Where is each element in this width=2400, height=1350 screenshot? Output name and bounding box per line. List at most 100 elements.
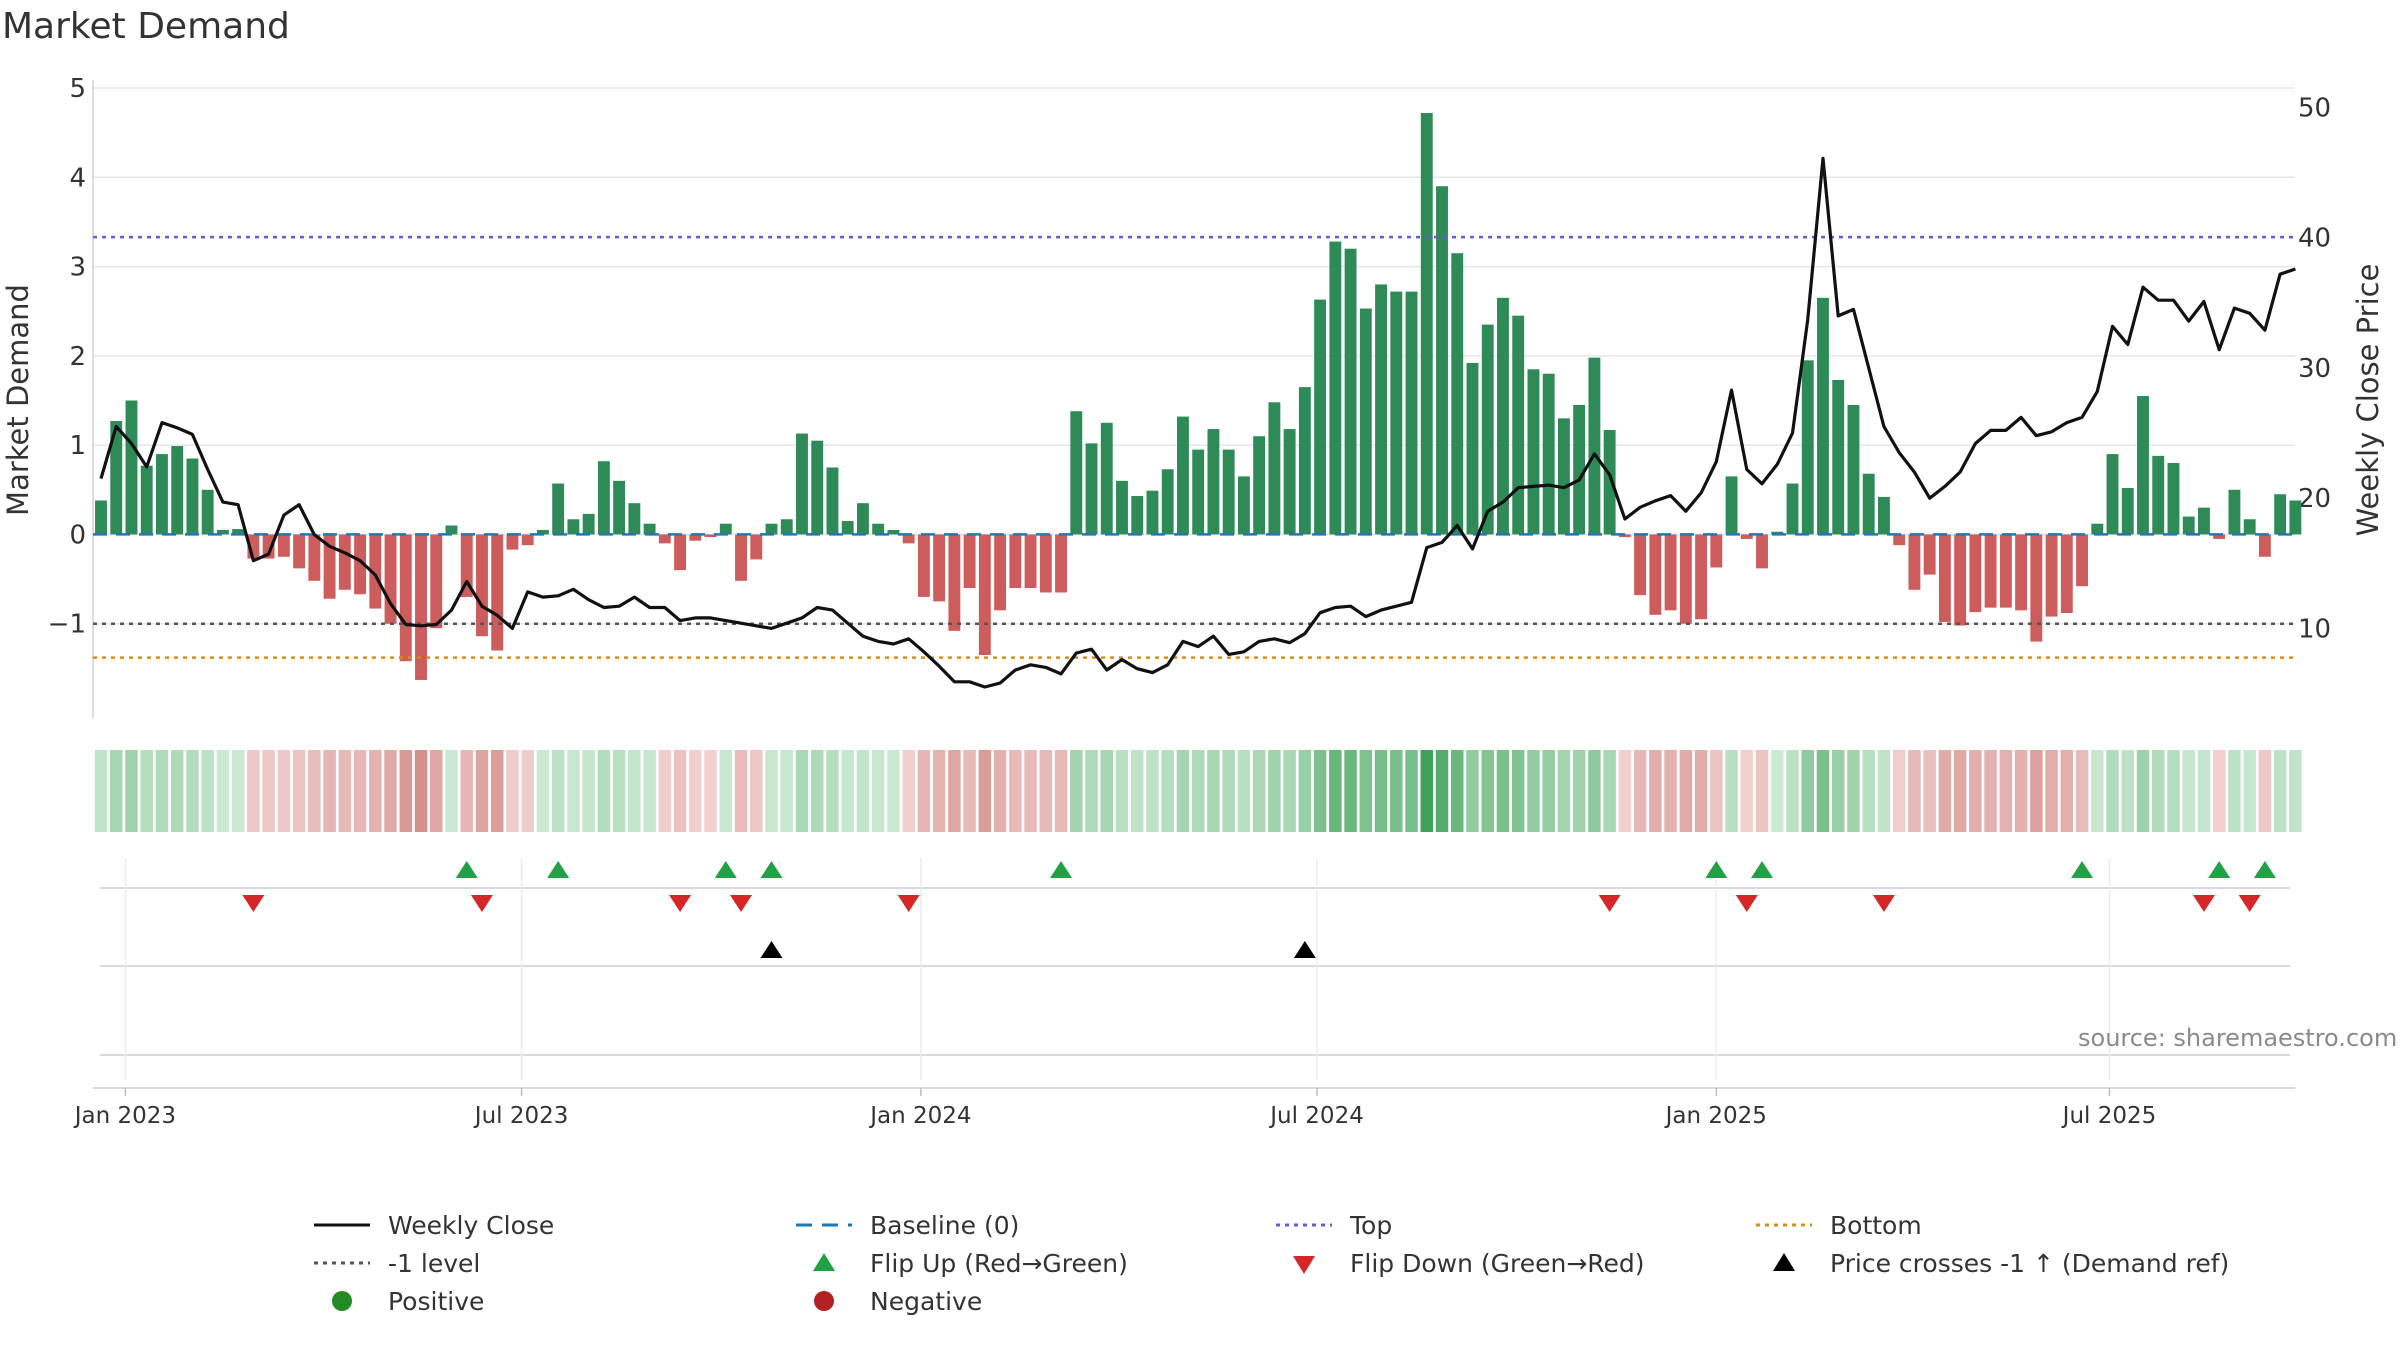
demand-bar	[750, 534, 763, 560]
heat-strip-cell	[765, 750, 778, 832]
heat-strip-cell	[841, 750, 854, 832]
heat-strip-cell	[1146, 750, 1159, 832]
demand-bar	[1070, 411, 1083, 535]
demand-bar	[2228, 489, 2241, 535]
demand-bar	[1268, 402, 1281, 535]
demand-bar	[1390, 291, 1403, 535]
legend-item-price-cross: Price crosses -1 ↑ (Demand ref)	[1752, 1248, 2229, 1278]
flip-down-marker	[730, 895, 753, 912]
heat-strip-cell	[1268, 750, 1281, 832]
heat-strip-cell	[2258, 750, 2272, 832]
legend-symbol-line	[310, 1210, 374, 1240]
heat-strip-cell	[1466, 750, 1479, 832]
demand-bar	[978, 534, 991, 655]
demand-bar	[1756, 534, 1768, 569]
demand-bar	[1359, 308, 1372, 535]
demand-bar	[277, 534, 290, 557]
demand-bar	[384, 534, 397, 624]
demand-bar	[262, 534, 275, 559]
heat-strip-cell	[1420, 750, 1434, 832]
demand-bar	[2289, 500, 2302, 535]
demand-bar	[887, 529, 900, 535]
heat-strip-cell	[186, 750, 199, 832]
demand-bar	[963, 534, 976, 588]
heat-strip-cell	[1664, 750, 1677, 832]
demand-bar	[2030, 534, 2043, 642]
demand-bar	[1877, 496, 1890, 535]
demand-bar	[719, 523, 732, 535]
legend-label: Positive	[388, 1286, 485, 1316]
demand-bar	[1024, 534, 1037, 588]
demand-bar	[399, 534, 412, 662]
legend-symbol-dotted	[310, 1248, 374, 1278]
heat-strip-cell	[170, 750, 184, 832]
flip-up-marker	[2253, 861, 2276, 878]
heat-strip-cell	[902, 750, 915, 832]
demand-bar	[2137, 396, 2149, 535]
heat-strip-cell	[201, 750, 214, 832]
demand-bar	[2152, 455, 2165, 535]
demand-bar	[796, 433, 808, 535]
demand-bar	[613, 480, 626, 535]
heat-strip-cell	[795, 750, 809, 832]
demand-bar	[1573, 404, 1586, 535]
demand-bar	[2274, 494, 2287, 535]
demand-bar	[1557, 418, 1570, 535]
y-tick-label: 5	[69, 74, 86, 104]
demand-bar	[1801, 360, 1814, 535]
demand-bar	[1649, 534, 1662, 615]
y-tick-label: 3	[69, 253, 86, 283]
demand-bar	[1832, 379, 1845, 535]
heat-strip-cell	[2151, 750, 2165, 832]
legend-item-flip-down: Flip Down (Green→Red)	[1272, 1248, 1645, 1278]
demand-bar	[1481, 324, 1494, 535]
demand-bar	[95, 500, 107, 535]
heat-strip-cell	[2243, 750, 2256, 832]
heat-strip-cell	[109, 750, 123, 832]
demand-bar	[1055, 534, 1067, 593]
demand-bar	[2060, 534, 2073, 613]
heat-strip-cell	[155, 750, 169, 832]
demand-bar	[826, 467, 839, 535]
x-tick-label: Jul 2025	[2061, 1103, 2157, 1129]
heat-strip-cell	[1496, 750, 1510, 832]
heat-strip-cell	[856, 750, 870, 832]
heat-strip-cell	[384, 750, 397, 832]
heat-strip-cell	[612, 750, 626, 832]
demand-bar	[354, 534, 367, 595]
demand-bar	[2243, 519, 2256, 535]
demand-bar	[536, 529, 549, 535]
heat-strip-cell	[323, 750, 336, 832]
heat-strip-cell	[1252, 750, 1266, 832]
demand-bar	[1984, 534, 1997, 608]
flip-up-marker	[547, 861, 570, 878]
heat-strip-cell	[1009, 750, 1022, 832]
demand-bar	[1999, 534, 2012, 608]
heat-strip-cell	[993, 750, 1007, 832]
heat-strip-cell	[1892, 750, 1906, 832]
demand-bar	[1817, 297, 1829, 535]
demand-bar	[415, 534, 427, 680]
x-tick-label: Jan 2024	[868, 1103, 971, 1129]
y2-tick-label: 30	[2298, 354, 2331, 384]
demand-bar	[658, 534, 671, 544]
demand-bar	[445, 525, 458, 535]
heat-strip-cell	[2228, 750, 2241, 832]
demand-bar	[1451, 253, 1464, 535]
demand-bar	[1344, 248, 1357, 535]
heat-strip-cell	[1572, 750, 1586, 832]
y2-tick-label: 10	[2298, 614, 2331, 644]
demand-bar	[1588, 357, 1601, 535]
heat-strip-cell	[216, 750, 230, 832]
legend-item-top: Top	[1272, 1210, 1392, 1240]
x-tick-label: Jul 2023	[473, 1103, 569, 1129]
demand-bar	[856, 503, 869, 535]
heat-strip-cell	[1679, 750, 1693, 832]
demand-bar	[1405, 291, 1418, 535]
demand-bar	[735, 534, 747, 581]
demand-bar	[1740, 534, 1753, 539]
legend-label: Weekly Close	[388, 1210, 555, 1240]
demand-bar	[1100, 422, 1113, 535]
heat-strip-cell	[1847, 750, 1860, 832]
heat-strip-cell	[1176, 750, 1190, 832]
